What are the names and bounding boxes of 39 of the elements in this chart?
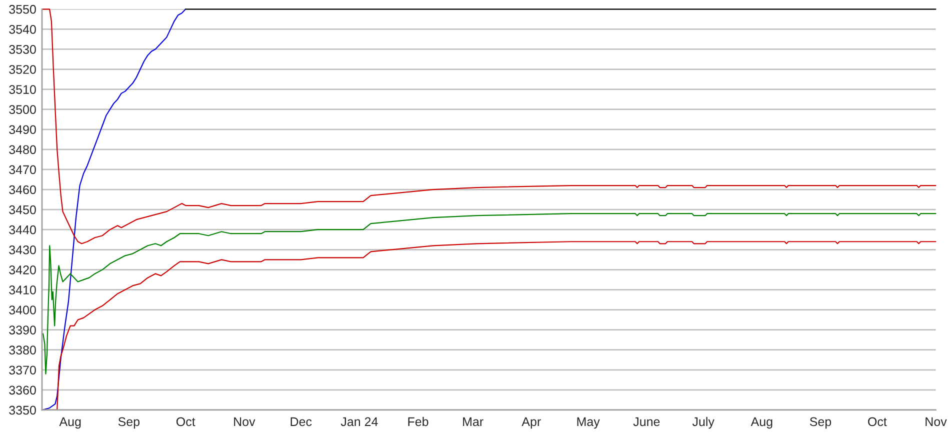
x-tick-label: Feb [408,416,428,426]
x-tick-label: Nov [926,417,947,426]
line-series [41,8,936,244]
y-tick-label: 3500 [9,105,36,114]
x-tick-label: Sep [810,417,832,429]
x-tick-label: Aug [59,417,81,429]
line-series [42,213,936,374]
y-tick-label: 3510 [9,85,36,94]
x-tick-label: May [577,417,600,429]
y-tick-label: 3440 [9,225,36,234]
x-tick-label: Oct [176,417,196,426]
x-tick-label: Nov [234,417,256,426]
y-tick-label: 3450 [9,205,36,214]
y-tick-label: 3540 [9,24,36,34]
x-tick-label: June [633,417,660,426]
y-tick-label: 3360 [9,386,36,395]
y-tick-label: 3520 [9,65,36,74]
y-tick-label: 3420 [9,265,36,274]
y-tick-label: 3490 [9,125,36,134]
x-tick-label: Aug [750,417,772,429]
y-tick-label: 3380 [9,346,36,355]
x-tick-label: Oct [868,417,887,426]
y-tick-label: 3460 [9,185,36,194]
x-tick-label: Mar [463,417,484,426]
y-tick-label: 3370 [9,366,36,375]
y-tick-label: 3390 [9,326,36,334]
x-tick-label: Dec [290,417,312,426]
y-tick-label: 3470 [9,165,36,174]
y-tick-label: 3480 [9,145,36,154]
x-tick-label: Sep [118,417,140,429]
y-tick-label: 3530 [9,45,36,54]
y-tick-label: 3350 [9,406,36,415]
y-tick-label: 3400 [9,306,36,314]
y-tick-label: 3430 [9,245,36,254]
y-tick-label: 3550 [9,4,36,14]
x-tick-label: Jan 24 [340,417,378,426]
x-tick-label: Apr [522,417,541,429]
x-tick-label: July [692,416,714,429]
y-tick-label: 3410 [9,286,36,294]
